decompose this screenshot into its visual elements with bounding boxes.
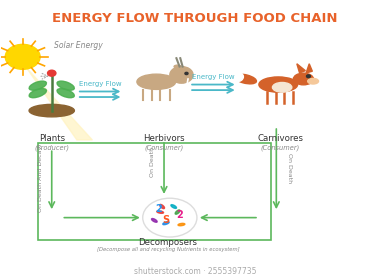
Text: (Consumer): (Consumer) <box>261 144 300 151</box>
Ellipse shape <box>171 205 177 208</box>
Text: Energy Flow: Energy Flow <box>192 74 235 80</box>
Ellipse shape <box>234 74 257 84</box>
Ellipse shape <box>57 88 74 98</box>
Ellipse shape <box>308 78 319 84</box>
Circle shape <box>5 44 40 69</box>
Polygon shape <box>306 64 312 73</box>
Text: On Death: On Death <box>287 153 292 183</box>
Text: On Death And Decay: On Death And Decay <box>37 146 43 212</box>
Circle shape <box>185 72 188 74</box>
Text: Energy Flow: Energy Flow <box>79 81 121 87</box>
Text: Herbivors: Herbivors <box>143 134 185 143</box>
Text: ENERGY FLOW THROUGH FOOD CHAIN: ENERGY FLOW THROUGH FOOD CHAIN <box>52 13 338 25</box>
Circle shape <box>170 67 193 83</box>
Ellipse shape <box>259 77 298 92</box>
Circle shape <box>143 198 197 237</box>
Polygon shape <box>297 64 305 73</box>
Ellipse shape <box>157 211 163 213</box>
Ellipse shape <box>57 81 74 90</box>
Text: Decomposers: Decomposers <box>138 238 197 248</box>
Text: Solar Energy: Solar Energy <box>54 41 103 50</box>
Text: On Death: On Death <box>150 147 155 177</box>
Text: 2: 2 <box>155 204 161 214</box>
Ellipse shape <box>163 222 169 225</box>
Text: S: S <box>162 215 170 225</box>
Text: Plants: Plants <box>39 134 65 143</box>
Text: Carnivores: Carnivores <box>257 134 303 143</box>
Ellipse shape <box>175 210 180 214</box>
Circle shape <box>307 75 310 78</box>
Ellipse shape <box>29 88 46 98</box>
Ellipse shape <box>152 219 157 222</box>
Ellipse shape <box>160 204 165 209</box>
Polygon shape <box>27 68 92 140</box>
Text: 2: 2 <box>176 210 183 220</box>
Circle shape <box>229 72 243 82</box>
Text: (Producer): (Producer) <box>34 144 69 151</box>
Text: [Decompose all and recycling Nutrients in ecosystem]: [Decompose all and recycling Nutrients i… <box>97 247 239 252</box>
Ellipse shape <box>293 73 314 85</box>
Ellipse shape <box>273 83 292 92</box>
Ellipse shape <box>29 81 46 90</box>
Ellipse shape <box>137 74 176 89</box>
Text: shutterstock.com · 2555397735: shutterstock.com · 2555397735 <box>134 267 256 276</box>
Ellipse shape <box>174 65 181 68</box>
Ellipse shape <box>29 104 74 117</box>
Ellipse shape <box>178 223 185 226</box>
Circle shape <box>48 70 56 76</box>
Text: (Consumer): (Consumer) <box>144 144 184 151</box>
